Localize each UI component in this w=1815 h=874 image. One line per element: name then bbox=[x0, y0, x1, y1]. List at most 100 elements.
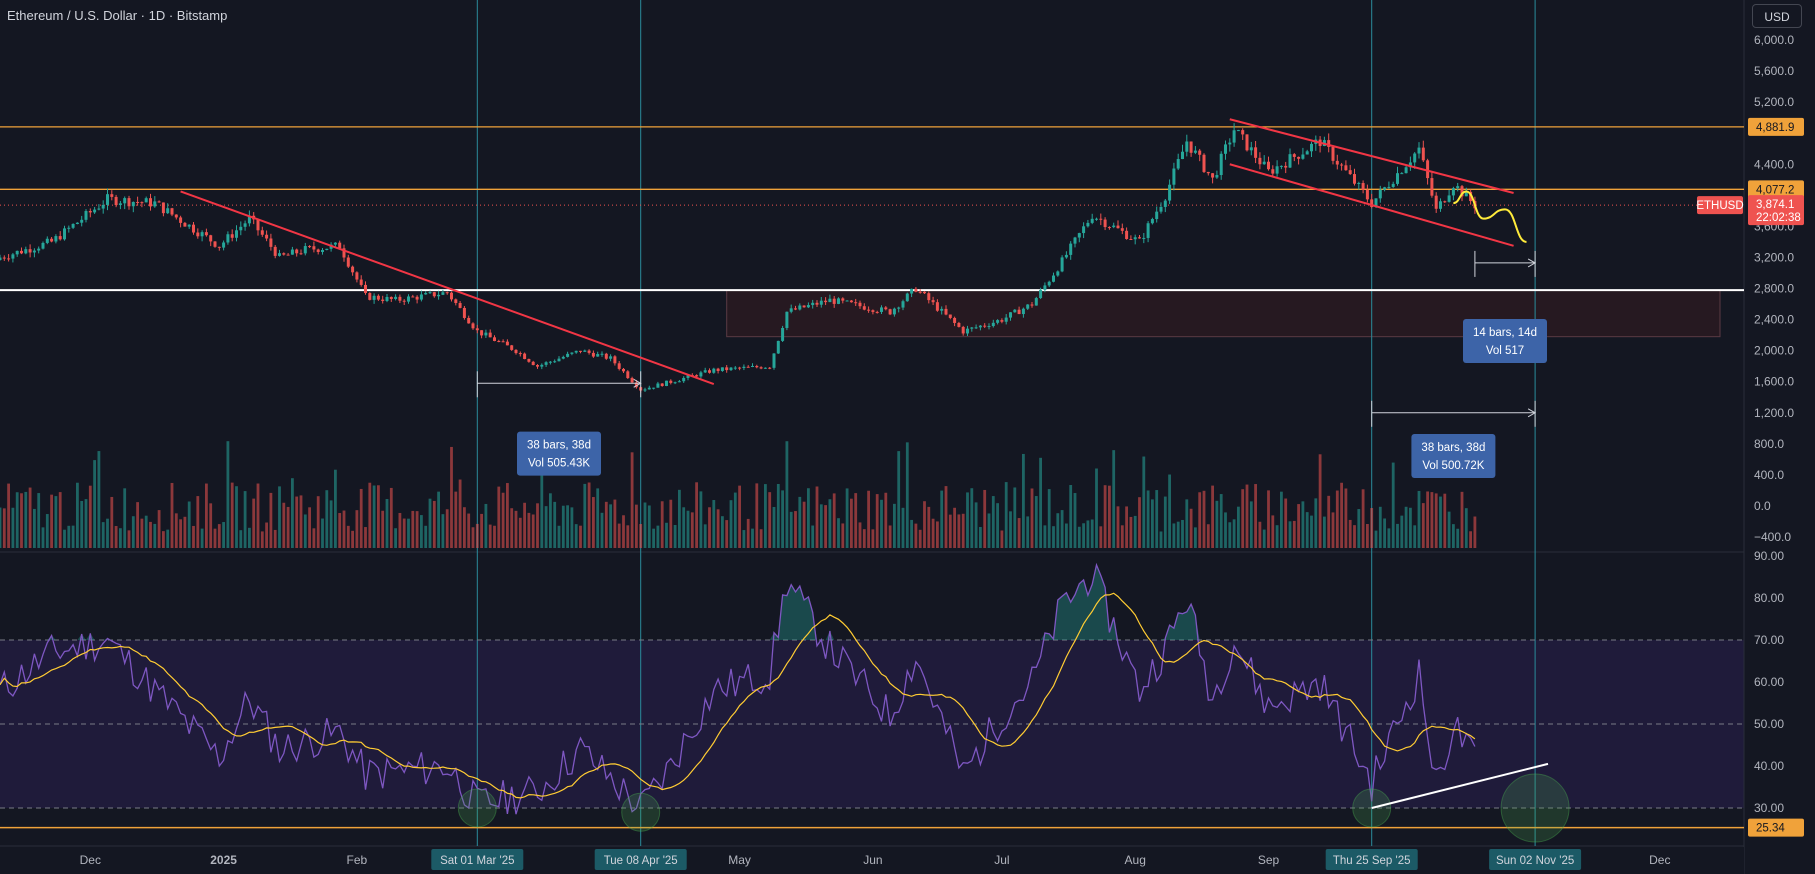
rsi-divergence-line[interactable] bbox=[1371, 762, 1549, 809]
volume-bar bbox=[364, 527, 367, 548]
volume-bar bbox=[871, 529, 875, 548]
candle-body bbox=[260, 230, 264, 235]
candle-body bbox=[1464, 191, 1468, 197]
candle-body bbox=[557, 358, 561, 362]
trendline-2[interactable] bbox=[1229, 163, 1514, 247]
candle-body bbox=[187, 224, 191, 227]
volume-bar bbox=[596, 488, 600, 548]
candle-body bbox=[566, 353, 570, 357]
candle-body bbox=[75, 222, 79, 225]
candle-body bbox=[359, 279, 363, 285]
volume-bar bbox=[660, 501, 664, 548]
candle-body bbox=[355, 272, 359, 280]
candle-body bbox=[1245, 134, 1249, 151]
price-tick-label: 2,400.0 bbox=[1754, 313, 1794, 327]
candle-body bbox=[497, 340, 501, 342]
candle-body bbox=[398, 296, 402, 301]
volume-bar bbox=[20, 493, 23, 548]
volume-bar bbox=[1357, 509, 1361, 548]
candle-body bbox=[114, 196, 118, 206]
price-tick-label: 5,200.0 bbox=[1754, 95, 1794, 109]
volume-bar bbox=[738, 485, 741, 548]
volume-bar bbox=[785, 441, 789, 548]
date-tag-text: Sat 01 Mar '25 bbox=[440, 855, 514, 867]
candle-body bbox=[213, 241, 217, 247]
candle-body bbox=[131, 201, 135, 207]
volume-bar bbox=[1138, 497, 1141, 548]
volume-bar bbox=[759, 529, 763, 548]
volume-bar bbox=[166, 529, 170, 548]
price-tick-label: 2,000.0 bbox=[1754, 344, 1794, 358]
volume-bar bbox=[415, 511, 419, 548]
volume-bar bbox=[604, 501, 608, 548]
volume-bar bbox=[901, 507, 905, 548]
measure-tool-2[interactable]: 14 bars, 14d Vol 517 bbox=[1463, 250, 1547, 364]
time-axis-label: Feb bbox=[347, 853, 368, 867]
volume-bar bbox=[226, 441, 230, 548]
candle-body bbox=[1052, 275, 1055, 282]
volume-bar bbox=[923, 501, 926, 548]
price-axis-bg bbox=[1745, 0, 1815, 874]
volume-bar bbox=[1245, 484, 1249, 548]
candle-body bbox=[1383, 187, 1387, 190]
candle-body bbox=[1056, 271, 1060, 276]
rsi-ma-line[interactable] bbox=[0, 592, 1476, 799]
rsi-highlight-circle-0[interactable] bbox=[457, 788, 497, 828]
candle-body bbox=[196, 232, 200, 237]
rsi-highlight-circle-1[interactable] bbox=[621, 792, 661, 832]
measure-range-text: 14 bars, 14d bbox=[1473, 327, 1537, 339]
volume-bar bbox=[1189, 508, 1193, 548]
candle-body bbox=[1086, 222, 1090, 227]
candle-body bbox=[1408, 162, 1412, 168]
volume-bar bbox=[918, 529, 922, 548]
measure-tool-1[interactable]: 38 bars, 38d Vol 500.72K bbox=[1371, 400, 1537, 478]
candle-body bbox=[892, 308, 896, 315]
volume-bar bbox=[893, 503, 896, 548]
candle-body bbox=[1120, 228, 1124, 231]
candle-body bbox=[849, 300, 853, 303]
candle-body bbox=[93, 209, 97, 213]
volume-bar bbox=[1060, 510, 1064, 548]
candle-body bbox=[1021, 308, 1025, 315]
measure-tool-0[interactable]: 38 bars, 38d Vol 505.43K bbox=[476, 371, 642, 476]
volume-bar bbox=[325, 490, 329, 548]
projection-path[interactable] bbox=[1453, 190, 1527, 243]
candle-body bbox=[308, 246, 312, 248]
candle-body bbox=[798, 305, 802, 310]
candle-body bbox=[1361, 183, 1365, 190]
volume-bar bbox=[252, 498, 256, 548]
volume-bar bbox=[622, 515, 625, 548]
candle-body bbox=[548, 361, 552, 363]
volume-bar bbox=[248, 527, 251, 548]
candle-body bbox=[738, 367, 742, 369]
volume-bar bbox=[746, 518, 750, 548]
volume-bar bbox=[157, 510, 161, 548]
currency-button[interactable]: USD bbox=[1752, 4, 1802, 28]
candle-body bbox=[1138, 237, 1141, 239]
candle-body bbox=[686, 375, 690, 378]
candle-body bbox=[1430, 178, 1434, 196]
volume-bar bbox=[544, 506, 548, 548]
volume-bar bbox=[518, 517, 522, 548]
trendline-0[interactable] bbox=[180, 190, 715, 386]
trendline-1[interactable] bbox=[1229, 118, 1514, 194]
candle-body bbox=[342, 248, 346, 258]
rsi-line[interactable] bbox=[0, 562, 1476, 815]
volume-bar bbox=[450, 446, 453, 548]
candle-body bbox=[295, 249, 299, 254]
date-tag-text: Tue 08 Apr '25 bbox=[604, 855, 678, 867]
rsi-highlight-circle-3[interactable] bbox=[1500, 773, 1570, 843]
candle-body bbox=[1060, 257, 1064, 272]
candle-body bbox=[544, 362, 548, 365]
volume-bar bbox=[235, 486, 238, 548]
candle-body bbox=[845, 300, 849, 302]
candle-body bbox=[828, 298, 832, 303]
volume-bar bbox=[910, 519, 913, 548]
rsi-level-tag bbox=[1748, 818, 1804, 837]
candle-body bbox=[923, 291, 926, 294]
volume-bar bbox=[527, 512, 531, 548]
measure-volume-text: Vol 500.72K bbox=[1422, 460, 1484, 472]
supply-demand-zone[interactable] bbox=[726, 289, 1721, 338]
candle-body bbox=[815, 302, 819, 305]
candle-body bbox=[1004, 317, 1008, 322]
